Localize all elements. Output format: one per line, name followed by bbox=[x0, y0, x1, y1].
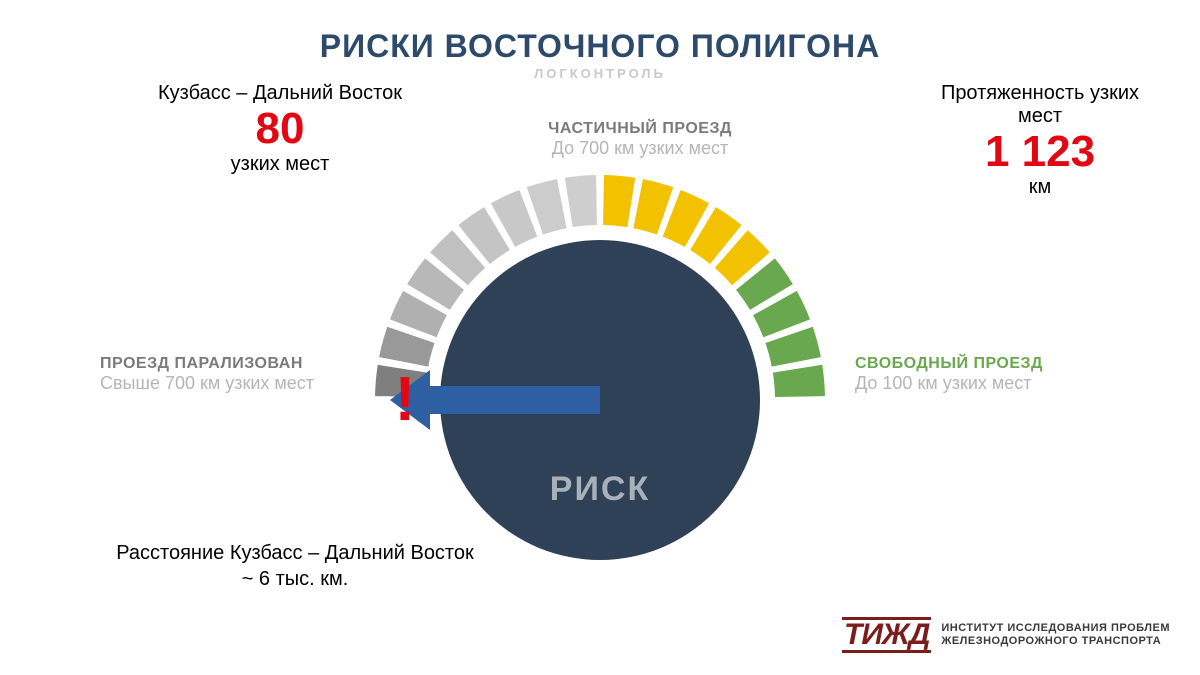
gauge-segment bbox=[773, 365, 825, 397]
category-paralyzed: ПРОЕЗД ПАРАЛИЗОВАН Свыше 700 км узких ме… bbox=[100, 355, 314, 394]
gauge-segment bbox=[603, 175, 635, 227]
logo-text-line2: ЖЕЛЕЗНОДОРОЖНОГО ТРАНСПОРТА bbox=[941, 635, 1170, 648]
category-partial-desc: До 700 км узких мест bbox=[510, 138, 770, 159]
category-free-desc: До 100 км узких мест bbox=[855, 373, 1043, 394]
exclamation-icon: ! bbox=[395, 365, 416, 434]
gauge-dial-label: РИСК bbox=[0, 470, 1200, 509]
logo-text: ИНСТИТУТ ИССЛЕДОВАНИЯ ПРОБЛЕМ ЖЕЛЕЗНОДОР… bbox=[941, 622, 1170, 647]
category-partial-title: ЧАСТИЧНЫЙ ПРОЕЗД bbox=[510, 120, 770, 138]
gauge-segment bbox=[565, 175, 597, 227]
logo-text-line1: ИНСТИТУТ ИССЛЕДОВАНИЯ ПРОБЛЕМ bbox=[941, 622, 1170, 635]
footer-note-line1: Расстояние Кузбасс – Дальний Восток bbox=[95, 540, 495, 566]
category-partial: ЧАСТИЧНЫЙ ПРОЕЗД До 700 км узких мест bbox=[510, 120, 770, 159]
logo-mark: ТИЖД bbox=[842, 617, 931, 653]
footer-note: Расстояние Кузбасс – Дальний Восток ~ 6 … bbox=[95, 540, 495, 592]
org-logo: ТИЖД ИНСТИТУТ ИССЛЕДОВАНИЯ ПРОБЛЕМ ЖЕЛЕЗ… bbox=[842, 617, 1170, 653]
category-paralyzed-title: ПРОЕЗД ПАРАЛИЗОВАН bbox=[100, 355, 314, 373]
footer-note-line2: ~ 6 тыс. км. bbox=[95, 566, 495, 592]
category-paralyzed-desc: Свыше 700 км узких мест bbox=[100, 373, 314, 394]
category-free-title: СВОБОДНЫЙ ПРОЕЗД bbox=[855, 355, 1043, 373]
category-free: СВОБОДНЫЙ ПРОЕЗД До 100 км узких мест bbox=[855, 355, 1043, 394]
